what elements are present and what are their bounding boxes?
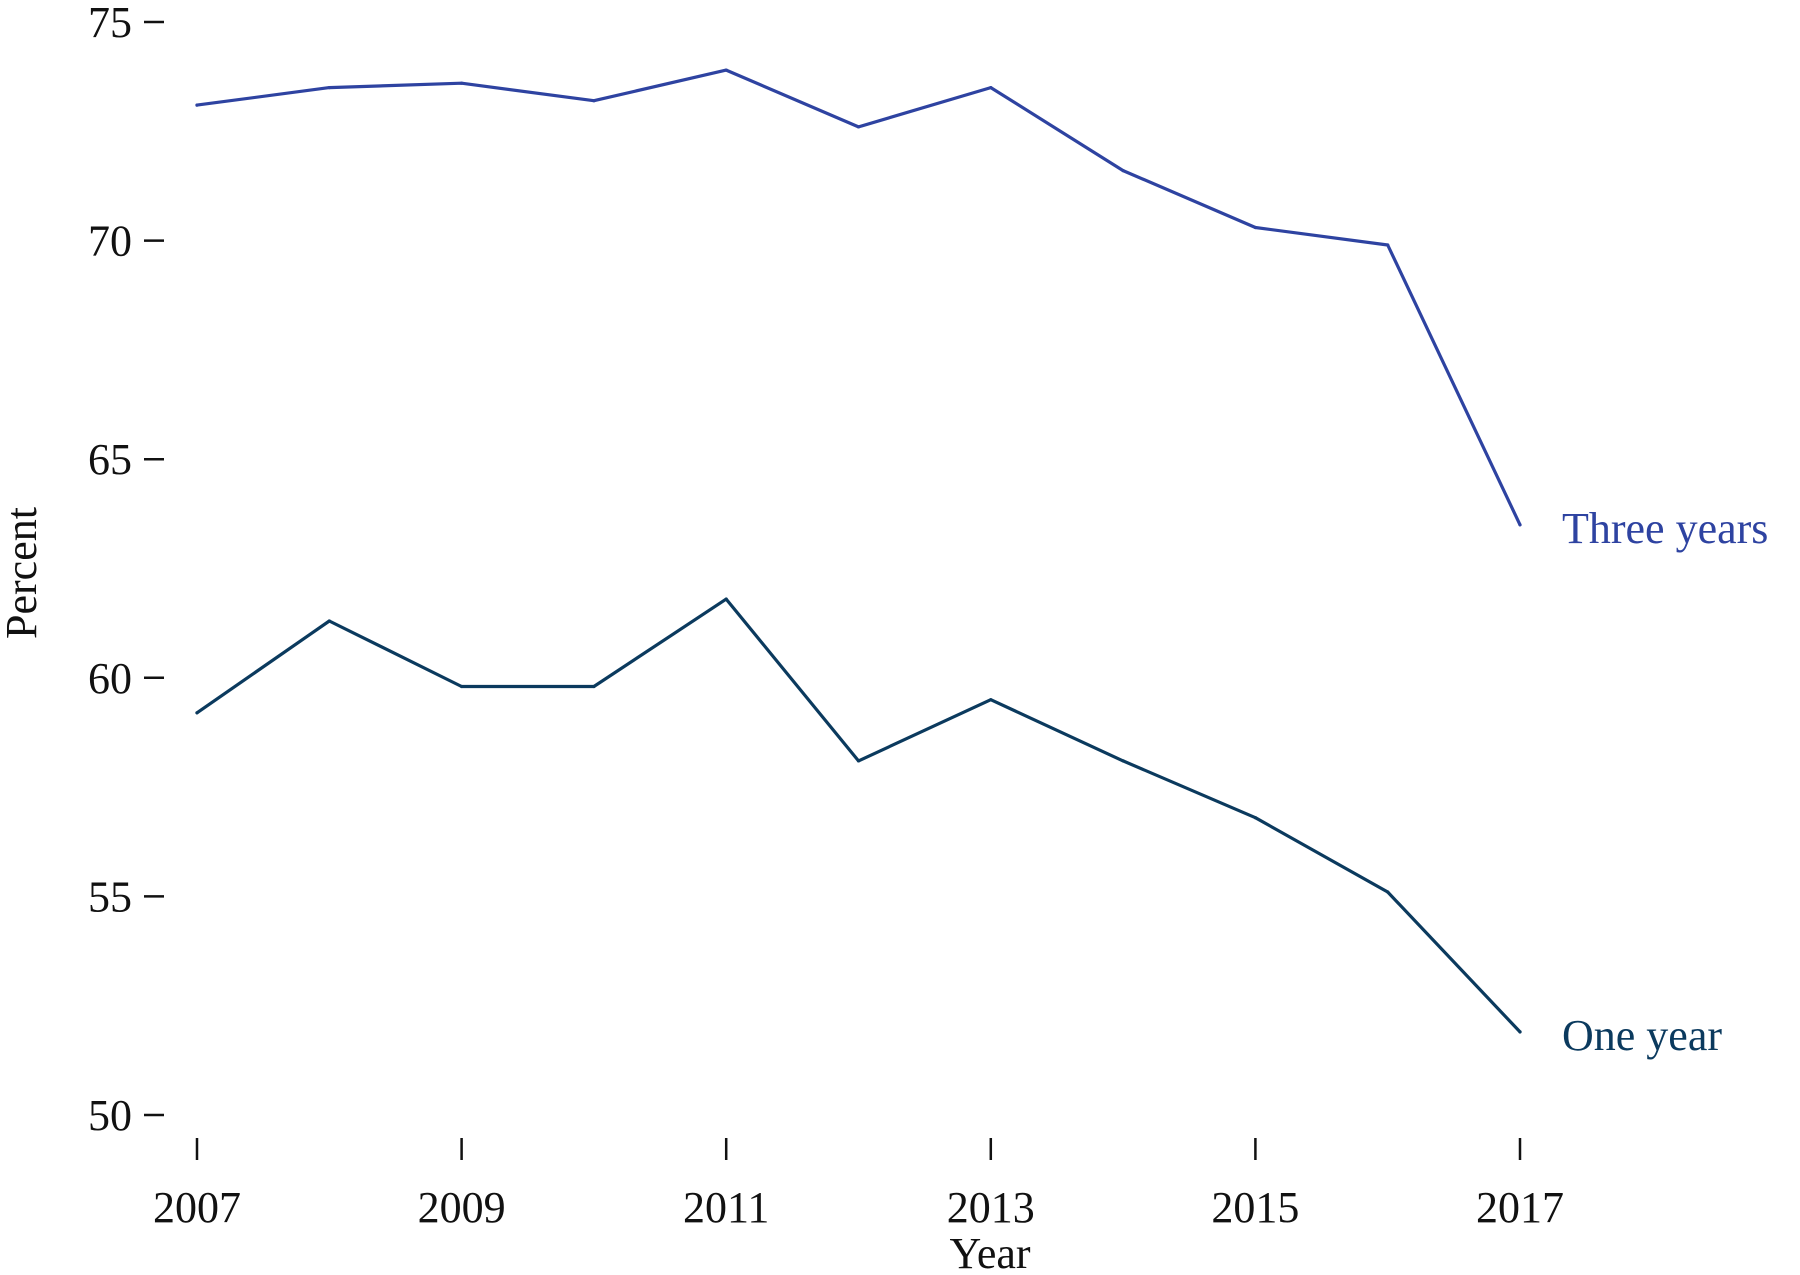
y-tick-label: 55 xyxy=(88,872,132,921)
series-line-one-year xyxy=(195,597,1522,1034)
x-axis: 2007 2009 2011 2013 2015 2017 xyxy=(153,1138,1564,1232)
y-tick-label: 75 xyxy=(88,0,132,47)
data-point-three-years xyxy=(1518,523,1522,527)
data-point-three-years xyxy=(195,103,199,107)
y-axis-title: Percent xyxy=(0,507,46,639)
data-point-one-year xyxy=(1518,1030,1522,1034)
y-tick-label: 70 xyxy=(88,217,132,266)
series-label-three-years: Three years xyxy=(1562,504,1768,553)
data-point-three-years xyxy=(1253,225,1257,230)
data-point-one-year xyxy=(592,684,596,689)
data-point-three-years xyxy=(592,99,596,103)
data-point-one-year xyxy=(989,698,993,702)
data-point-one-year xyxy=(1253,816,1257,820)
data-point-three-years xyxy=(724,68,728,72)
data-point-three-years xyxy=(327,86,331,90)
data-point-one-year xyxy=(460,684,464,689)
y-tick-label: 65 xyxy=(88,435,132,484)
data-point-three-years xyxy=(460,81,464,85)
data-point-one-year xyxy=(327,619,331,623)
data-point-three-years xyxy=(1386,243,1390,247)
y-tick-label: 60 xyxy=(88,654,132,703)
data-point-one-year xyxy=(1386,890,1390,894)
data-point-three-years xyxy=(856,125,861,129)
series-line-three-years xyxy=(195,68,1522,527)
data-point-one-year xyxy=(195,711,199,715)
y-tick-label: 50 xyxy=(88,1091,132,1140)
data-point-one-year xyxy=(1121,759,1125,763)
x-axis-title: Year xyxy=(949,1229,1030,1275)
data-point-three-years xyxy=(989,86,993,90)
data-point-one-year xyxy=(856,759,861,763)
x-tick-label: 2017 xyxy=(1476,1183,1564,1232)
x-tick-label: 2013 xyxy=(947,1183,1035,1232)
x-tick-label: 2007 xyxy=(153,1183,241,1232)
data-point-three-years xyxy=(1121,169,1125,173)
data-point-one-year xyxy=(724,597,728,601)
x-tick-label: 2011 xyxy=(683,1183,769,1232)
y-axis: 50 55 60 65 70 75 xyxy=(88,0,164,1140)
series-layer: Three years One year xyxy=(195,68,1768,1060)
x-tick-label: 2009 xyxy=(418,1183,506,1232)
x-tick-label: 2015 xyxy=(1211,1183,1299,1232)
series-label-one-year: One year xyxy=(1562,1011,1722,1060)
